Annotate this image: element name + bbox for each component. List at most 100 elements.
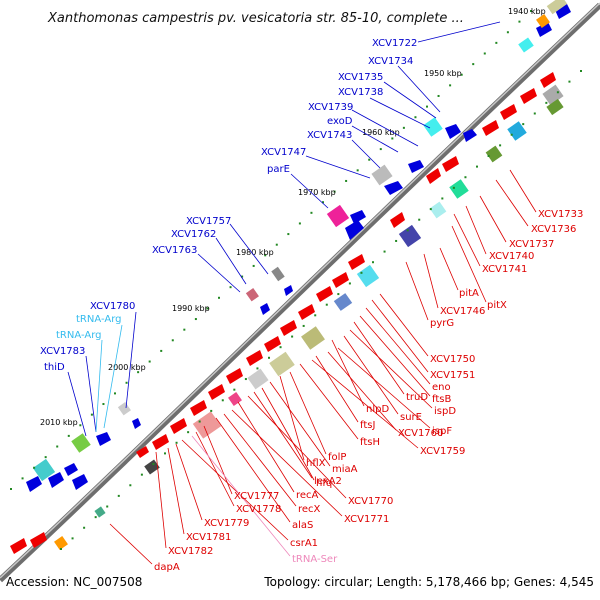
gene-label-xcv1738[interactable]: XCV1738 [338,87,383,98]
gene-arrow[interactable] [48,472,64,488]
gene-label-xcv1757[interactable]: XCV1757 [186,216,231,227]
gene-label-xcv1779[interactable]: XCV1779 [204,518,249,529]
feature-block[interactable] [245,288,259,302]
gene-label-recx[interactable]: recX [298,504,321,515]
gene-arrow[interactable] [345,220,364,240]
feature-block[interactable] [398,224,422,248]
gene-arrow[interactable] [500,104,517,120]
gene-label-hflx[interactable]: hflX [306,458,326,469]
gene-arrow[interactable] [536,22,552,37]
feature-block[interactable] [518,37,534,53]
gene-arrow[interactable] [26,476,42,492]
gene-arrow[interactable] [332,272,349,288]
gene-label-xcv1782[interactable]: XCV1782 [168,546,213,557]
feature-block[interactable] [485,145,503,163]
gene-label-ftsh[interactable]: ftsH [360,437,380,448]
gene-arrow[interactable] [350,210,366,224]
gene-label-xcv1781[interactable]: XCV1781 [186,532,231,543]
feature-block[interactable] [228,392,242,406]
gene-arrow[interactable] [298,304,315,320]
feature-block[interactable] [356,264,380,288]
gene-label-xcv1750[interactable]: XCV1750 [430,354,475,365]
feature-block[interactable] [546,0,568,15]
gene-label-xcv1737[interactable]: XCV1737 [509,239,554,250]
gene-arrow[interactable] [96,432,111,446]
gene-arrow[interactable] [284,285,293,296]
gene-arrow[interactable] [72,474,88,490]
gene-label-dapa[interactable]: dapA [154,562,180,573]
gene-label-xcv1735[interactable]: XCV1735 [338,72,383,83]
gene-label-exod[interactable]: exoD [327,116,353,127]
feature-block[interactable] [326,204,350,228]
gene-arrow[interactable] [152,434,169,450]
gene-label-xcv1778[interactable]: XCV1778 [236,504,281,515]
feature-block[interactable] [94,506,106,518]
gene-arrow[interactable] [445,124,461,139]
feature-block[interactable] [546,98,564,116]
gene-label-eno[interactable]: eno [432,382,451,393]
gene-label-ispf[interactable]: ispF [432,426,452,437]
gene-arrow[interactable] [348,254,365,270]
gene-label-reca[interactable]: recA [296,490,319,501]
gene-arrow[interactable] [136,446,149,458]
gene-arrow[interactable] [316,286,333,302]
gene-label-xcv1739[interactable]: XCV1739 [308,102,353,113]
trna-label-0[interactable]: tRNA-Arg [76,314,121,325]
gene-arrow[interactable] [442,156,459,172]
trna-label-1[interactable]: tRNA-Arg [56,330,101,341]
gene-arrow[interactable] [408,160,424,173]
feature-block[interactable] [117,402,131,416]
feature-block[interactable] [54,536,68,550]
gene-label-xcv1740[interactable]: XCV1740 [489,251,534,262]
feature-block[interactable] [507,121,527,141]
feature-block[interactable] [536,14,550,28]
gene-label-xcv1770[interactable]: XCV1770 [348,496,393,507]
gene-label-miaa[interactable]: miaA [332,464,358,475]
gene-arrow[interactable] [555,4,571,19]
gene-arrow[interactable] [390,212,405,228]
gene-label-xcv1747[interactable]: XCV1747 [261,147,306,158]
gene-label-ispd[interactable]: ispD [434,406,456,417]
gene-arrow[interactable] [540,72,556,88]
feature-block[interactable] [271,266,285,282]
gene-label-xcv1762[interactable]: XCV1762 [171,229,216,240]
gene-arrow[interactable] [64,463,78,476]
gene-arrow[interactable] [482,120,499,136]
gene-arrow[interactable] [426,168,441,184]
feature-block[interactable] [301,326,325,350]
gene-arrow[interactable] [384,181,403,195]
feature-block[interactable] [423,117,443,137]
gene-arrow[interactable] [463,129,477,142]
gene-arrow[interactable] [208,384,225,400]
gene-label-alas[interactable]: alaS [292,520,313,531]
feature-block[interactable] [371,164,393,186]
gene-label-pita[interactable]: pitA [459,288,479,299]
gene-label-xcv1783[interactable]: XCV1783 [40,346,85,357]
feature-block[interactable] [192,411,222,439]
feature-block[interactable] [429,201,447,219]
gene-label-xcv1751[interactable]: XCV1751 [430,370,475,381]
gene-arrow[interactable] [226,368,243,384]
gene-label-xcv1746[interactable]: XCV1746 [440,306,485,317]
gene-arrow[interactable] [520,88,537,104]
gene-label-xcv1743[interactable]: XCV1743 [307,130,352,141]
gene-label-folp[interactable]: folP [328,452,346,463]
gene-label-xcv1780[interactable]: XCV1780 [90,301,135,312]
feature-block[interactable] [32,458,56,482]
gene-arrow[interactable] [280,320,297,336]
gene-label-xcv1741[interactable]: XCV1741 [482,264,527,275]
gene-label-xcv1734[interactable]: XCV1734 [368,56,413,67]
gene-label-hfq[interactable]: hfq [316,478,332,489]
gene-label-xcv1777[interactable]: XCV1777 [234,491,279,502]
gene-label-csra1[interactable]: csrA1 [290,538,318,549]
feature-block[interactable] [71,433,91,453]
gene-label-pitx[interactable]: pitX [487,300,507,311]
gene-label-xcv1722[interactable]: XCV1722 [372,38,417,49]
feature-block[interactable] [333,293,353,311]
feature-block[interactable] [144,459,160,475]
gene-arrow[interactable] [132,418,141,429]
gene-label-ftsb[interactable]: ftsB [432,394,451,405]
gene-label-lexa2[interactable]: lexA2 [314,476,342,487]
feature-block[interactable] [269,351,295,377]
gene-label-pyrg[interactable]: pyrG [430,318,454,329]
